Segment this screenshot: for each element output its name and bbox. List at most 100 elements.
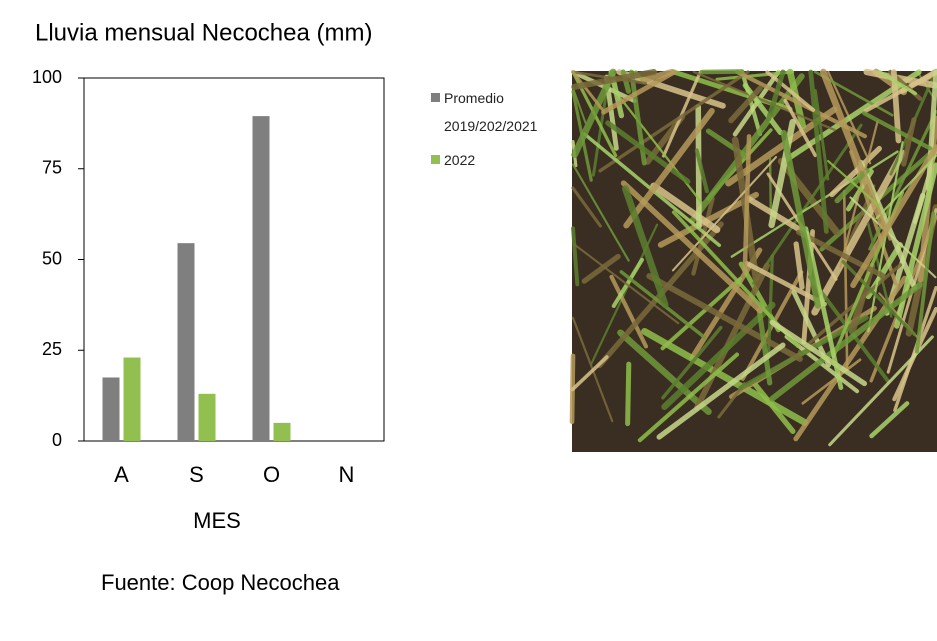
grass-blade — [829, 145, 882, 198]
x-axis-label: MES — [193, 508, 241, 533]
x-tick-label: N — [339, 462, 355, 487]
y-tick-label: 0 — [52, 430, 62, 450]
grass-blade — [661, 301, 776, 411]
x-tick-label: O — [263, 462, 280, 487]
grass-blade — [783, 98, 818, 158]
grass-blade — [740, 270, 804, 381]
grass-blade — [661, 70, 702, 158]
grass-blade — [766, 69, 786, 122]
bar — [198, 393, 216, 441]
grass-blade — [834, 167, 870, 204]
x-tick-label: A — [114, 462, 129, 487]
grass-blade — [601, 69, 677, 115]
grass-blade — [768, 118, 796, 229]
bar — [252, 116, 270, 442]
grass-blade — [621, 185, 669, 309]
grass-blade — [699, 69, 745, 75]
grass-blade — [605, 120, 691, 185]
grass-blade — [692, 70, 836, 132]
grass-blade — [617, 329, 712, 416]
bar — [273, 422, 291, 441]
grass-blade — [765, 70, 816, 112]
legend-swatch — [431, 155, 440, 164]
grass-blade — [571, 186, 602, 228]
grass-blade — [756, 307, 773, 386]
y-tick-label: 50 — [42, 248, 62, 268]
bar — [102, 377, 120, 441]
grass-blade — [877, 70, 918, 96]
grass-blade — [637, 352, 740, 443]
grass-blade — [791, 289, 832, 368]
grass-photo-blades — [569, 68, 937, 447]
grass-blade — [875, 154, 937, 220]
grass-blade — [623, 107, 715, 229]
x-tick-label: S — [189, 462, 204, 487]
grass-blade — [768, 157, 773, 220]
y-tick-label: 100 — [32, 67, 62, 87]
grass-blade — [661, 325, 723, 400]
legend-entry: Promedio 2019/202/2021 — [431, 84, 562, 140]
grass-blade — [571, 68, 617, 159]
legend-entry: 2022 — [431, 146, 562, 174]
grass-blade — [769, 281, 923, 402]
grass-blade — [808, 69, 829, 234]
grass-blade — [811, 149, 906, 316]
grass-blade — [671, 156, 778, 272]
grass-blade — [573, 243, 680, 325]
grass-blade — [744, 261, 827, 307]
grass-blade — [742, 82, 784, 136]
y-tick-label: 75 — [42, 158, 62, 178]
grass-blade — [828, 335, 934, 447]
grass-blade — [827, 159, 880, 207]
grass-blade — [839, 119, 879, 269]
y-tick-label: 25 — [42, 339, 62, 359]
grass-blade — [769, 319, 868, 387]
grass-blade — [660, 277, 742, 351]
grass-blade — [694, 262, 771, 411]
grass-blade — [571, 163, 630, 262]
grass-blade — [813, 89, 830, 181]
legend-label: Promedio 2019/202/2021 — [444, 90, 538, 134]
grass-blade — [801, 358, 862, 405]
grass-blade — [803, 226, 844, 391]
legend-label: 2022 — [444, 152, 476, 168]
grass-blade — [571, 68, 657, 90]
grass-blade — [598, 70, 750, 173]
grass-blade — [901, 117, 917, 167]
grass-blade — [611, 257, 645, 308]
grass-blade — [862, 111, 933, 151]
grass-blade — [730, 150, 899, 258]
grass-blade — [849, 196, 937, 279]
grass-blade — [581, 253, 621, 284]
grass-blade — [863, 69, 937, 113]
grass-blade — [740, 69, 762, 137]
grass-blade — [705, 128, 751, 160]
grass-blade — [751, 380, 796, 435]
grass-blade — [796, 229, 886, 279]
legend-swatch — [431, 93, 440, 102]
grass-blade — [728, 85, 763, 124]
grass-blade — [641, 327, 808, 426]
grass-blade — [798, 263, 903, 354]
bar — [177, 243, 195, 441]
grass-blade — [915, 211, 936, 354]
grass-blade — [742, 134, 752, 274]
source-note: Fuente: Coop Necochea — [101, 570, 340, 595]
grass-blade — [694, 148, 709, 194]
grass-blade — [620, 180, 764, 314]
bar — [123, 357, 141, 441]
grass-blade — [841, 260, 917, 337]
grass-blade — [571, 226, 580, 287]
grass-blade — [570, 355, 609, 392]
grass-blade — [689, 247, 763, 361]
grass-blade — [650, 182, 721, 234]
grass-blade — [925, 69, 937, 191]
chart-title: Lluvia mensual Necochea (mm) — [35, 19, 372, 46]
grass-blade — [625, 361, 632, 427]
grass-blade — [793, 241, 805, 290]
grass-blade — [869, 401, 910, 439]
grass-blade — [609, 274, 649, 349]
grass-blade — [656, 342, 786, 440]
grass-blade — [745, 196, 810, 237]
